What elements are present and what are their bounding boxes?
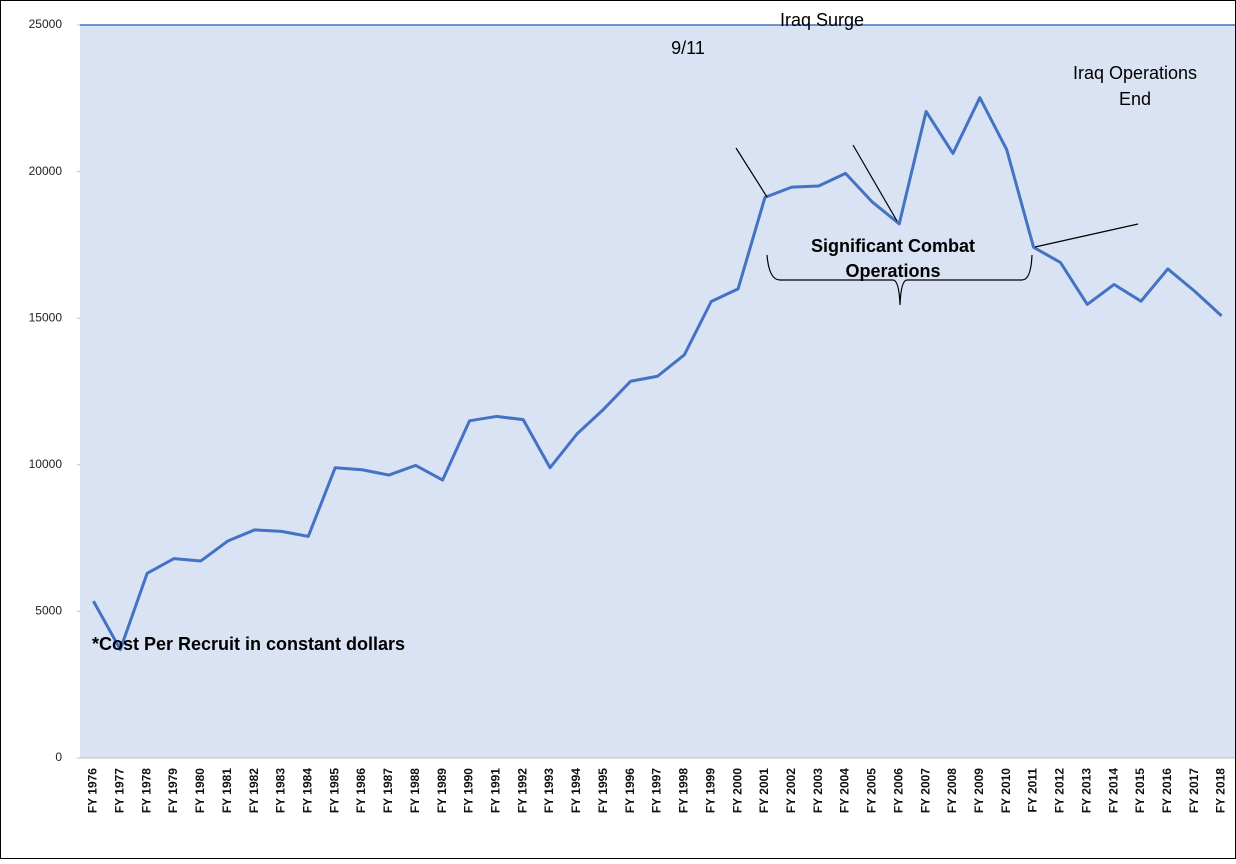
- y-tick-label: 15000: [29, 310, 63, 324]
- x-tick-label: FY 1979: [166, 768, 180, 813]
- x-tick-label: FY 2014: [1106, 768, 1120, 813]
- x-tick-label: FY 2001: [757, 768, 771, 813]
- x-tick-label: FY 2018: [1214, 768, 1228, 813]
- x-tick-label: FY 2010: [999, 768, 1013, 813]
- annotation: End: [1119, 89, 1151, 109]
- y-tick-label: 5000: [35, 604, 62, 618]
- x-tick-label: FY 1984: [300, 768, 314, 813]
- y-tick-label: 0: [55, 750, 62, 764]
- x-tick-label: FY 1981: [220, 768, 234, 813]
- marks: 0 5000 10000 15000 20000 25000 FY 1976 FY 1977 F…: [29, 17, 1228, 813]
- x-tick-label: FY 2005: [865, 768, 879, 813]
- x-tick-label: FY 2006: [891, 768, 905, 813]
- callout-line: [852, 144, 898, 222]
- note: *Cost Per Recruit in constant dollars: [92, 634, 405, 654]
- x-tick-label: FY 1996: [623, 768, 637, 813]
- x-tick-label: FY 2016: [1160, 768, 1174, 813]
- x-tick-label: FY 1993: [542, 768, 556, 813]
- x-tick-label: FY 2004: [838, 768, 852, 813]
- x-tick-label: FY 1999: [703, 768, 717, 813]
- x-tick-label: FY 1988: [408, 768, 422, 813]
- annotation: Operations: [845, 261, 940, 281]
- x-tick-label: FY 1985: [327, 768, 341, 813]
- annotation: Iraq Operations: [1073, 63, 1197, 83]
- brace: [766, 254, 1033, 306]
- x-tick-label: FY 1990: [462, 768, 476, 813]
- y-tick-label: 25000: [29, 17, 63, 31]
- x-tick-label: FY 2015: [1133, 768, 1147, 813]
- x-tick-label: FY 2009: [972, 768, 986, 813]
- x-tick-label: FY 1978: [139, 768, 153, 813]
- x-tick-label: FY 1992: [515, 768, 529, 813]
- x-tick-label: FY 1998: [677, 768, 691, 813]
- x-tick-label: FY 2011: [1026, 768, 1040, 813]
- x-tick-label: FY 1977: [112, 768, 126, 813]
- x-tick-label: FY 2007: [918, 768, 932, 813]
- y-tick-label: 20000: [29, 164, 63, 178]
- x-tick-label: FY 1995: [596, 768, 610, 813]
- x-tick-label: FY 2008: [945, 768, 959, 813]
- annotation: 9/11: [671, 38, 705, 58]
- plot-area: [80, 25, 1235, 758]
- x-tick-label: FY 1976: [86, 768, 100, 813]
- x-tick-label: FY 2002: [784, 768, 798, 813]
- x-tick-label: FY 1991: [489, 768, 503, 813]
- annotation: Significant Combat: [811, 236, 975, 256]
- x-tick-label: FY 1980: [193, 768, 207, 813]
- x-tick-label: FY 1997: [650, 768, 664, 813]
- x-tick-label: FY 2013: [1079, 768, 1093, 813]
- callout-line: [1034, 223, 1139, 248]
- callout-line: [735, 147, 768, 198]
- x-tick-label: FY 1986: [354, 768, 368, 813]
- x-tick-label: FY 1994: [569, 768, 583, 813]
- x-tick-label: FY 2017: [1187, 768, 1201, 813]
- x-tick-label: FY 1982: [247, 768, 261, 813]
- x-tick-label: FY 1989: [435, 768, 449, 813]
- x-tick-label: FY 1987: [381, 768, 395, 813]
- x-tick-label: FY 2012: [1053, 768, 1067, 813]
- x-tick-label: FY 2000: [730, 768, 744, 813]
- y-tick-label: 10000: [29, 457, 63, 471]
- x-tick-label: FY 2003: [811, 768, 825, 813]
- annotation: Iraq Surge: [780, 10, 864, 30]
- data-line: [92, 96, 1223, 652]
- x-tick-label: FY 1983: [274, 768, 288, 813]
